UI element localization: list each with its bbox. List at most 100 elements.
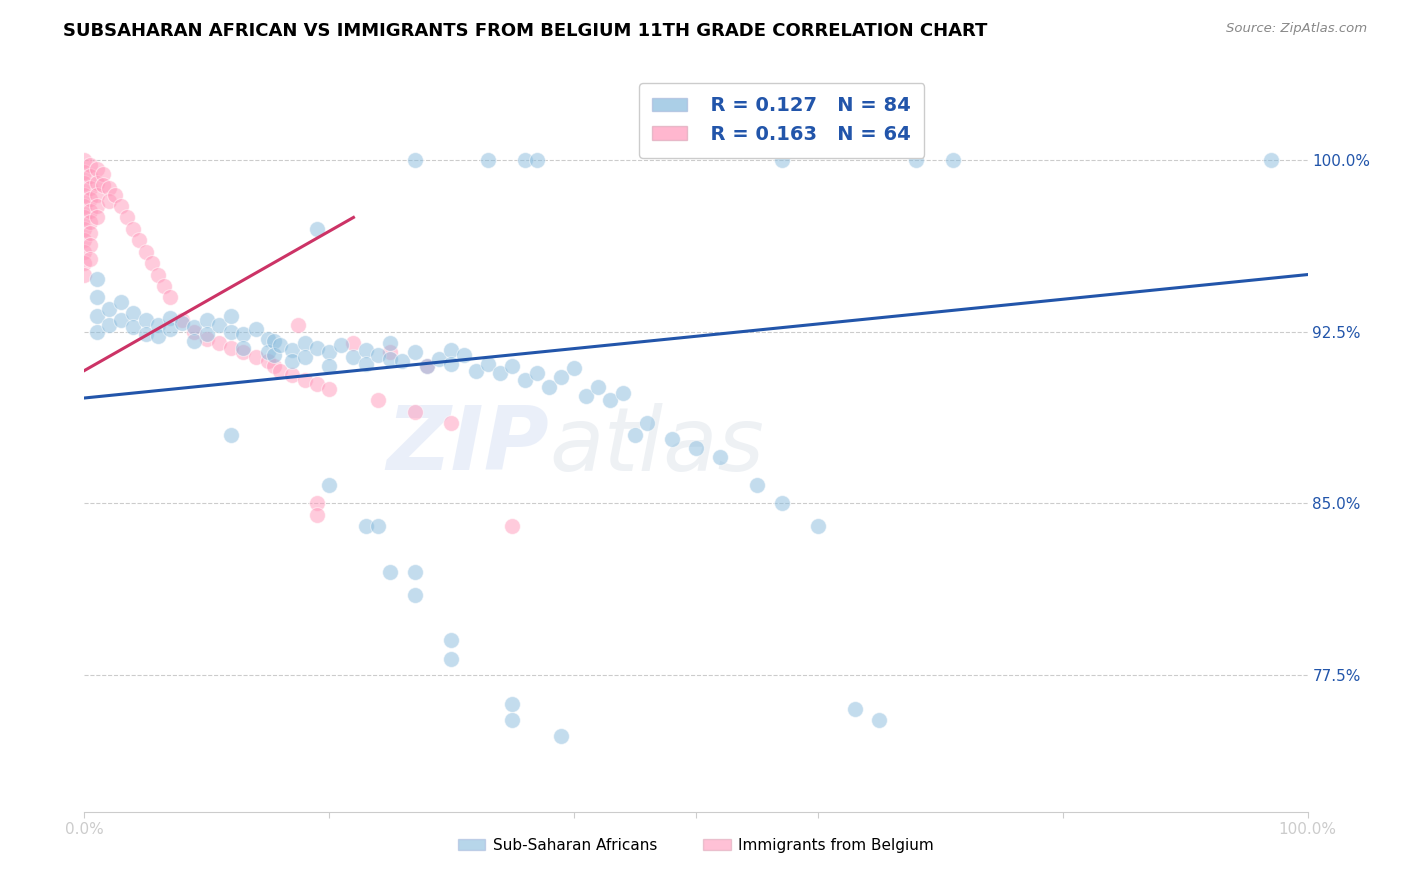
Point [122,320,145,334]
Point [538,379,561,393]
Point [183,325,205,339]
Point [440,343,463,357]
Point [342,336,364,351]
Point [342,350,364,364]
Point [770,496,793,510]
Point [586,379,609,393]
Text: ZIP: ZIP [387,402,550,490]
Point [79,227,101,241]
Point [183,320,205,334]
Point [91,178,114,193]
Point [942,153,965,168]
Point [159,290,181,304]
Point [208,336,231,351]
Point [380,336,402,351]
Point [97,318,120,332]
Point [159,322,181,336]
Point [257,354,280,368]
Point [502,714,524,728]
Point [294,336,316,351]
Point [79,169,101,184]
Point [513,153,536,168]
Point [115,211,138,225]
Point [287,318,309,332]
Point [464,363,486,377]
Point [747,478,769,492]
Point [257,345,280,359]
Point [135,313,157,327]
Point [86,199,108,213]
Point [318,345,340,359]
Point [73,176,96,190]
Point [416,359,439,373]
Point [367,393,389,408]
Point [318,382,340,396]
Point [263,347,285,362]
Point [354,343,377,357]
Point [612,386,634,401]
Text: atlas: atlas [550,403,763,489]
Point [354,519,377,533]
Point [281,343,304,357]
Point [305,341,328,355]
Point [73,211,96,225]
Point [477,357,499,371]
Point [440,416,463,430]
Point [1260,153,1282,168]
Point [135,244,157,259]
Point [404,588,426,602]
Point [86,187,108,202]
Point [97,180,120,194]
Point [232,341,254,355]
Point [257,332,280,346]
Point [354,357,377,371]
Point [294,350,316,364]
Point [391,354,413,368]
Point [146,268,169,282]
Point [73,256,96,270]
Point [367,519,389,533]
Point [159,310,181,325]
Point [269,363,291,377]
Point [305,377,328,392]
Point [97,194,120,209]
Point [502,359,524,373]
Point [73,199,96,213]
Point [219,309,242,323]
Point [502,519,524,533]
Point [263,334,285,348]
Point [73,244,96,259]
Point [318,359,340,373]
Point [73,164,96,178]
Point [195,326,218,341]
Point [477,153,499,168]
Point [550,729,572,743]
Point [232,326,254,341]
Point [263,359,285,373]
Point [770,153,793,168]
Point [79,252,101,266]
Point [905,153,928,168]
Point [91,167,114,181]
Point [502,698,524,712]
Point [404,153,426,168]
Point [79,158,101,172]
Point [489,366,512,380]
Point [73,153,96,168]
Point [79,215,101,229]
Point [172,316,194,330]
Point [86,211,108,225]
Point [526,366,548,380]
Point [281,354,304,368]
Point [869,714,891,728]
Point [844,702,866,716]
Point [562,361,585,376]
Point [440,357,463,371]
Point [122,306,145,320]
Point [624,427,647,442]
Point [208,318,231,332]
Point [281,368,304,383]
Point [79,180,101,194]
Point [195,313,218,327]
Point [453,347,475,362]
